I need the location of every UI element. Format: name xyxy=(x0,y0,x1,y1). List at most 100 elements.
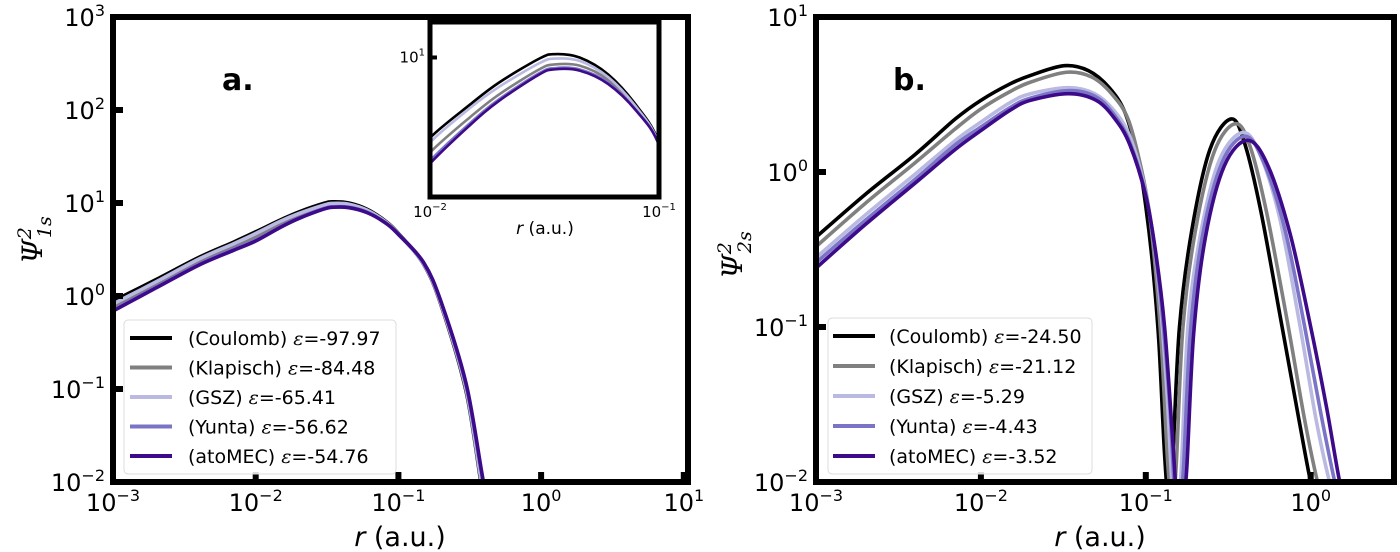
x-tick-label: 100 xyxy=(1290,486,1331,517)
tick-label-exponent: −2 xyxy=(259,486,283,505)
legend-item: (Coulomb) ε=-24.50 xyxy=(833,326,1082,348)
tick-label-exponent: 3 xyxy=(95,1,105,20)
y-tick-label: 101 xyxy=(767,1,808,32)
tick-label-exponent: 1 xyxy=(694,486,704,505)
legend-method: (Klapisch) xyxy=(889,356,983,378)
tick-label-base: 10 xyxy=(400,48,419,66)
y-tick-label: 10−1 xyxy=(51,373,105,404)
legend-box xyxy=(827,317,1093,475)
y-tick-mark xyxy=(113,386,123,392)
inset-x-tick-label: 10−1 xyxy=(642,202,676,221)
series-line-atomec xyxy=(816,91,1342,482)
inset-x-tick-label: 10−2 xyxy=(413,202,447,221)
x-axis-label: r (a.u.) xyxy=(1054,522,1146,552)
legend-item: (Coulomb) ε=-97.97 xyxy=(130,328,381,350)
y-tick-mark xyxy=(816,169,826,175)
y-tick-mark xyxy=(113,200,123,206)
legend-method: (GSZ) xyxy=(889,386,944,408)
y-tick-label: 10−1 xyxy=(754,311,808,342)
legend-label: (Coulomb) ε=-24.50 xyxy=(889,326,1082,348)
legend-method: (Coulomb) xyxy=(889,326,988,348)
y-axis-symbol: Ψ xyxy=(16,238,49,264)
tick-label-base: 10 xyxy=(229,489,260,517)
tick-label-base: 10 xyxy=(754,314,785,342)
legend-item: (Yunta) ε=-56.62 xyxy=(130,417,349,439)
legend-item: (Klapisch) ε=-21.12 xyxy=(833,356,1076,378)
y-tick-label: 100 xyxy=(767,156,808,187)
legend-item: (Klapisch) ε=-84.48 xyxy=(130,358,375,380)
inset-frame xyxy=(427,19,662,200)
x-tick-mark xyxy=(680,472,687,482)
legend-item: (GSZ) ε=-5.29 xyxy=(833,386,1025,408)
y-axis-superscript: 2 xyxy=(714,242,736,255)
y-tick-label: 103 xyxy=(64,1,105,32)
axes-frame xyxy=(110,14,691,485)
tick-label-exponent: −3 xyxy=(819,486,843,505)
y-axis-label: Ψ22s xyxy=(714,231,756,279)
tick-label-exponent: −2 xyxy=(784,466,808,485)
tick-label-exponent: 1 xyxy=(798,1,808,20)
y-tick-mark xyxy=(113,293,123,299)
legend-method: (GSZ) xyxy=(188,387,243,409)
legend-label: (atoMEC) ε=-3.52 xyxy=(889,446,1058,468)
legend-label: (atoMEC) ε=-54.76 xyxy=(188,446,369,468)
tick-label-exponent: 1 xyxy=(95,187,105,206)
tick-label-exponent: −2 xyxy=(432,202,447,213)
y-axis-subscript: 2s xyxy=(734,231,756,254)
panel-label: a. xyxy=(222,63,254,98)
legend-label: (GSZ) ε=-5.29 xyxy=(889,386,1025,408)
legend: (Coulomb) ε=-97.97(Klapisch) ε=-84.48(GSZ)… xyxy=(123,319,397,475)
x-tick-label: 10−1 xyxy=(371,486,425,517)
y-axis-label: Ψ21s xyxy=(14,216,56,264)
legend-epsilon: ε xyxy=(293,328,303,350)
tick-label-exponent: −1 xyxy=(784,311,808,330)
x-tick-label: 10−2 xyxy=(229,486,283,517)
legend-method: (Coulomb) xyxy=(188,328,287,350)
y-axis-symbol: Ψ xyxy=(716,253,749,279)
legend-label: (Coulomb) ε=-97.97 xyxy=(188,328,381,350)
legend: (Coulomb) ε=-24.50(Klapisch) ε=-21.12(GSZ)… xyxy=(827,317,1093,475)
tick-label-base: 10 xyxy=(51,376,82,404)
inset-y-tick-label: 101 xyxy=(400,47,425,66)
tick-label-base: 10 xyxy=(1119,489,1150,517)
y-axis-subscript: 1s xyxy=(34,216,56,238)
x-axis-unit: (a.u.) xyxy=(365,522,445,552)
tick-label-exponent: −1 xyxy=(81,373,105,392)
axes-frame xyxy=(813,14,1397,485)
legend-epsilon: ε xyxy=(994,326,1004,348)
series-line-klapisch xyxy=(816,70,1320,482)
y-tick-label: 10−2 xyxy=(51,466,105,497)
tick-label-base: 10 xyxy=(64,190,95,218)
x-tick-label: 100 xyxy=(521,486,562,517)
legend-method: (atoMEC) xyxy=(188,446,275,468)
y-tick-label: 101 xyxy=(64,187,105,218)
legend-method: (Yunta) xyxy=(889,416,956,438)
tick-label-base: 10 xyxy=(642,203,661,221)
legend-energy: =-84.48 xyxy=(298,358,375,380)
legend-box xyxy=(123,319,397,475)
legend-label: (GSZ) ε=-65.41 xyxy=(188,387,336,409)
inset-x-axis-unit: (a.u.) xyxy=(523,219,574,239)
tick-label-base: 10 xyxy=(789,489,820,517)
tick-label-exponent: −1 xyxy=(402,486,426,505)
y-tick-mark xyxy=(113,107,123,113)
legend-item: (atoMEC) ε=-54.76 xyxy=(130,446,369,468)
x-axis-variable: r xyxy=(1054,522,1067,552)
series-group xyxy=(113,199,486,482)
tick-label-base: 10 xyxy=(64,4,95,32)
tick-label-exponent: 0 xyxy=(1321,486,1331,505)
legend-energy: =-56.62 xyxy=(272,417,349,439)
tick-label-exponent: −3 xyxy=(116,486,140,505)
inset-x-axis-label: r (a.u.) xyxy=(516,219,574,239)
x-tick-mark xyxy=(252,472,259,482)
legend-method: (Klapisch) xyxy=(188,358,282,380)
tick-label-base: 10 xyxy=(663,489,694,517)
x-tick-mark xyxy=(977,472,984,482)
x-axis-variable: r xyxy=(354,522,367,552)
y-axis-superscript: 2 xyxy=(14,227,36,240)
legend-method: (Yunta) xyxy=(188,417,255,439)
tick-label-base: 10 xyxy=(51,469,82,497)
legend-label: (Yunta) ε=-4.43 xyxy=(889,416,1038,438)
tick-label-exponent: 1 xyxy=(419,47,425,58)
